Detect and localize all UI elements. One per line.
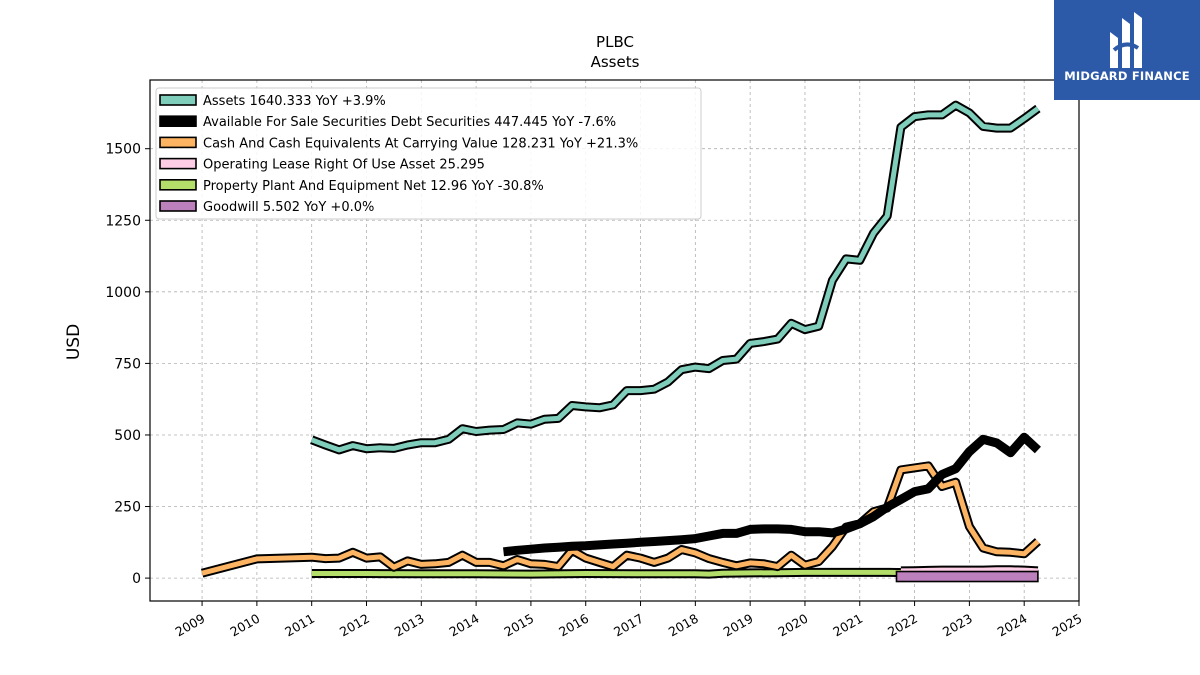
x-tick-label: 2012 bbox=[337, 611, 372, 640]
y-tick-label: 1000 bbox=[105, 285, 141, 301]
y-tick-label: 250 bbox=[114, 500, 141, 516]
x-tick-label: 2023 bbox=[940, 611, 975, 640]
x-tick-label: 2022 bbox=[885, 611, 920, 640]
legend-swatch bbox=[159, 200, 197, 212]
series-cash-and-cash-equivalents-at-carrying-value bbox=[200, 461, 1041, 578]
y-axis-label: USD bbox=[64, 324, 84, 360]
brand-logo: MIDGARD FINANCE bbox=[1054, 0, 1200, 100]
series-band bbox=[895, 570, 1039, 583]
series-line bbox=[503, 432, 1041, 557]
chart-subtitle: Assets bbox=[591, 53, 640, 71]
series-goodwill bbox=[895, 570, 1039, 583]
legend-swatch bbox=[159, 94, 197, 106]
series-assets bbox=[310, 100, 1041, 455]
series-operating-lease-right-of-use-asset bbox=[900, 565, 1039, 576]
x-tick-label: 2009 bbox=[173, 611, 208, 640]
x-tick-label: 2017 bbox=[611, 611, 646, 640]
x-tick-label: 2011 bbox=[282, 611, 317, 640]
series-layer bbox=[200, 100, 1041, 583]
legend: Assets 1640.333 YoY +3.9% Available For S… bbox=[155, 87, 702, 220]
legend-item: Operating Lease Right Of Use Asset 25.29… bbox=[159, 157, 485, 173]
legend-item: Assets 1640.333 YoY +3.9% bbox=[159, 94, 386, 109]
x-tick-label: 2025 bbox=[1049, 611, 1084, 640]
legend-item: Available For Sale Securities Debt Secur… bbox=[159, 115, 616, 130]
x-tick-label: 2014 bbox=[447, 611, 482, 640]
series-available-for-sale-securities-debt-securities bbox=[503, 432, 1041, 557]
y-tick-label: 0 bbox=[132, 571, 141, 587]
legend-label: Available For Sale Securities Debt Secur… bbox=[203, 115, 616, 130]
legend-label: Property Plant And Equipment Net 12.96 Y… bbox=[203, 179, 544, 194]
legend-item: Goodwill 5.502 YoY +0.0% bbox=[159, 200, 374, 215]
y-tick-label: 1250 bbox=[105, 213, 141, 229]
legend-item: Property Plant And Equipment Net 12.96 Y… bbox=[159, 179, 544, 194]
chart-title: PLBC bbox=[596, 33, 634, 51]
x-tick-label: 2020 bbox=[775, 611, 810, 640]
series-line bbox=[201, 463, 1040, 576]
legend-label: Goodwill 5.502 YoY +0.0% bbox=[203, 200, 374, 215]
x-tick-label: 2019 bbox=[721, 611, 756, 640]
x-tick-label: 2021 bbox=[830, 611, 865, 640]
y-tick-label: 1500 bbox=[105, 142, 141, 158]
x-tick-label: 2010 bbox=[227, 611, 262, 640]
legend-swatch bbox=[159, 136, 197, 149]
legend-label: Assets 1640.333 YoY +3.9% bbox=[203, 94, 386, 109]
brand-name: MIDGARD FINANCE bbox=[1064, 69, 1190, 83]
y-tick-label: 750 bbox=[114, 356, 141, 372]
x-tick-label: 2018 bbox=[666, 611, 701, 640]
series-line bbox=[900, 567, 1039, 574]
legend-swatch bbox=[159, 115, 197, 127]
legend-label: Cash And Cash Equivalents At Carrying Va… bbox=[203, 136, 638, 151]
legend-box bbox=[155, 87, 702, 220]
legend-item: Cash And Cash Equivalents At Carrying Va… bbox=[159, 136, 638, 151]
legend-swatch bbox=[159, 179, 197, 191]
series-line bbox=[310, 102, 1040, 453]
x-tick-label: 2024 bbox=[995, 611, 1030, 640]
x-tick-label: 2013 bbox=[392, 611, 427, 640]
legend-label: Operating Lease Right Of Use Asset 25.29… bbox=[203, 158, 485, 173]
y-tick-label: 500 bbox=[114, 428, 141, 444]
midgard-monogram-icon bbox=[1110, 12, 1142, 68]
legend-swatch bbox=[159, 157, 197, 170]
x-tick-label: 2015 bbox=[501, 611, 536, 640]
plot-frame bbox=[149, 79, 1080, 602]
x-tick-label: 2016 bbox=[556, 611, 591, 640]
